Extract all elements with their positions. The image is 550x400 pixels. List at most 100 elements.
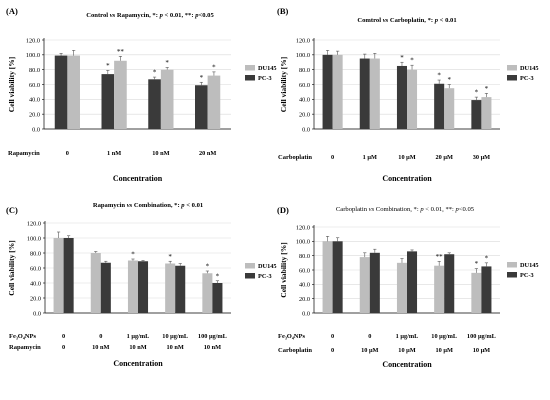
row-label: Fe₃O₄NPs (9, 333, 36, 340)
title-part: p (194, 12, 199, 19)
title-part: Carboplatin, *: (388, 17, 435, 24)
panel-label: (A) (6, 6, 18, 16)
bar (322, 54, 333, 130)
chart-title: Comtrol vs Carboplatin, *: p < 0.01 (357, 17, 456, 24)
significance-mark: * (216, 272, 220, 280)
bar (396, 65, 407, 129)
significance-mark: * (437, 72, 441, 80)
title-part: Comtrol (357, 17, 382, 24)
y-tick-label: 40.0 (30, 280, 41, 287)
bar (359, 257, 370, 313)
title-part: < 0.01, **: (163, 12, 195, 19)
bar (369, 58, 380, 129)
significance-mark: * (485, 85, 489, 93)
y-tick-label: 60.0 (299, 82, 310, 89)
panel-c: (C) Rapamycin vs Combination, *: p < 0.01… (6, 202, 277, 368)
legend-swatch (507, 272, 517, 278)
y-tick-label: 0.0 (302, 310, 310, 317)
title-part: Combination, *: (132, 202, 181, 209)
bar (90, 253, 101, 313)
x-tick-label: 1 μM (363, 154, 377, 161)
y-tick-label: 0.0 (302, 126, 310, 133)
x-tick-label: 10 μM (398, 347, 415, 354)
chart-title: Rapamycin vs Combination, *: p < 0.01 (93, 202, 203, 209)
title-part: < 0.01 (185, 202, 204, 209)
bar (444, 254, 455, 313)
bar (54, 55, 68, 130)
significance-mark: * (475, 260, 479, 268)
bar (481, 266, 492, 313)
significance-mark: * (165, 59, 169, 67)
y-tick-label: 100.0 (296, 239, 310, 246)
bar (332, 241, 343, 313)
x-tick-label: 0 (62, 333, 65, 340)
bar (114, 60, 127, 130)
legend-swatch (245, 75, 255, 81)
title-part: p (419, 206, 424, 213)
x-tick-label: 10 nM (204, 344, 221, 351)
y-tick-label: 20.0 (29, 111, 40, 118)
legend-label: DU145 (258, 65, 277, 72)
bar (471, 272, 482, 313)
bar (138, 261, 149, 313)
title-part: vs (110, 12, 116, 19)
x-axis-label: Concentration (382, 174, 432, 183)
x-tick-label: 10 μM (473, 347, 490, 354)
y-tick-label: 20.0 (30, 295, 41, 302)
legend-label: PC-3 (520, 75, 534, 82)
x-tick-label: 0 (331, 154, 334, 161)
x-tick-label: 1 μg/mL (127, 333, 150, 340)
title-part: <0.05 (459, 206, 475, 213)
y-tick-label: 20.0 (299, 111, 310, 118)
bar (212, 283, 223, 313)
x-axis-label: Concentration (382, 360, 432, 369)
x-tick-label: 1 μg/mL (396, 333, 419, 340)
significance-mark: * (410, 57, 414, 65)
x-tick-label: 100 μg/mL (467, 333, 496, 340)
title-part: Combination, *: (374, 206, 420, 213)
legend-label: DU145 (520, 65, 539, 72)
title-part: < 0.01 (438, 17, 457, 24)
x-tick-label: 0 (331, 347, 334, 354)
x-tick-label: 10 nM (92, 344, 109, 351)
bar (359, 58, 370, 129)
panel-a: (A) Control vs Rapamycin, *: p < 0.01, **… (6, 6, 277, 183)
y-tick-label: 80.0 (299, 67, 310, 74)
y-tick-label: 0.0 (33, 310, 41, 317)
bar (165, 263, 176, 313)
x-tick-label: 0 (66, 150, 69, 157)
title-part: Rapamycin (93, 202, 127, 209)
title-part: Control (86, 12, 110, 19)
y-tick-label: 60.0 (30, 265, 41, 272)
title-part: p (455, 206, 460, 213)
bar (407, 251, 418, 313)
bar (407, 69, 418, 129)
x-tick-label: 10 μM (361, 347, 378, 354)
y-tick-label: 20.0 (299, 296, 310, 303)
legend-swatch (507, 262, 517, 268)
bar (148, 79, 161, 129)
title-part: Rapamycin, *: (115, 12, 159, 19)
x-tick-label: 30 μM (473, 154, 490, 161)
x-tick-label: 20 nM (199, 150, 216, 157)
significance-mark: * (206, 263, 210, 271)
x-tick-label: 0 (331, 333, 334, 340)
title-part: p (434, 17, 439, 24)
y-tick-label: 120.0 (296, 37, 310, 44)
significance-mark: ** (436, 253, 444, 261)
title-part: Carboplatin (336, 206, 369, 213)
row-label: Carboplatin (278, 154, 312, 161)
y-axis-label: Cell viability [%] (279, 57, 288, 112)
title-part: p (159, 12, 164, 19)
row-label: Fe₃O₄NPs (278, 333, 305, 340)
title-part: <0.05 (198, 12, 214, 19)
significance-mark: * (131, 251, 135, 259)
chart-title: Control vs Rapamycin, *: p < 0.01, **: p… (86, 12, 214, 19)
x-tick-label: 100 μg/mL (198, 333, 227, 340)
bar (207, 75, 221, 129)
x-axis-label: Concentration (113, 174, 163, 183)
y-tick-label: 80.0 (30, 250, 41, 257)
y-axis-label: Cell viability [%] (7, 57, 16, 112)
legend-label: DU145 (520, 262, 539, 269)
x-tick-label: 0 (368, 333, 371, 340)
